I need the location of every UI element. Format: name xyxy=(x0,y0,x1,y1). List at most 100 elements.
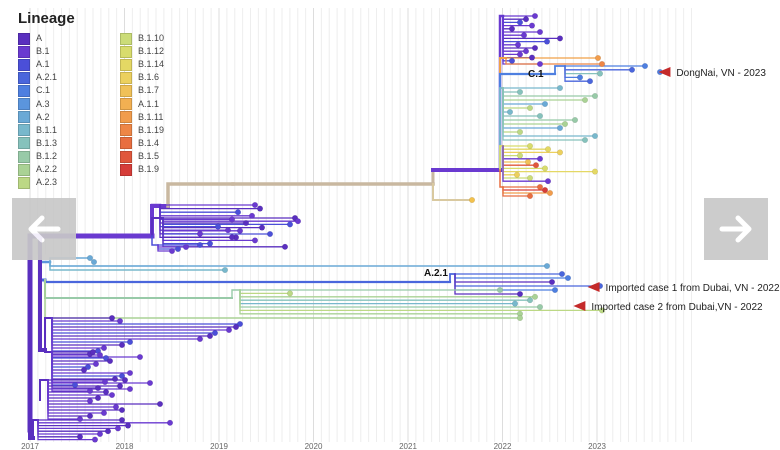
tree-tip xyxy=(586,78,594,85)
tree-tip xyxy=(101,378,109,386)
tree-tip xyxy=(546,189,554,197)
tree-branch xyxy=(151,235,159,246)
legend-label: B.1.2 xyxy=(36,150,58,161)
tree-branch xyxy=(51,317,99,352)
tree-tip xyxy=(524,158,532,166)
tree-tip xyxy=(468,196,476,204)
tree-tip xyxy=(196,230,204,237)
tree-tip xyxy=(561,120,569,128)
tree-tip xyxy=(576,74,584,81)
tree-branch xyxy=(499,145,504,171)
tree-tip xyxy=(591,92,599,100)
tree-branch xyxy=(51,317,216,334)
tree-tip xyxy=(541,100,549,108)
tree-branch xyxy=(502,145,549,182)
tree-tip xyxy=(118,341,126,349)
legend-item: A.2.1 xyxy=(18,71,57,84)
tree-tip xyxy=(526,104,534,112)
tree-tip xyxy=(281,243,289,250)
tree-branch xyxy=(502,87,586,101)
legend-label: A.3 xyxy=(36,98,50,109)
tree-tip xyxy=(92,360,100,368)
legend-label: A.2.3 xyxy=(36,177,58,188)
legend-item: B.1.12 xyxy=(120,45,164,58)
tree-branch xyxy=(49,261,184,267)
x-tick-label: 2021 xyxy=(399,442,417,450)
tree-tip xyxy=(225,326,233,334)
tree-tip xyxy=(108,314,116,322)
tree-tip xyxy=(508,25,516,32)
tree-tip xyxy=(522,48,530,55)
legend-swatch xyxy=(120,137,132,150)
legend-swatch xyxy=(120,58,132,71)
tree-branch xyxy=(51,351,91,392)
tree-tip xyxy=(536,303,544,311)
tree-tip xyxy=(126,369,134,377)
tree-tip xyxy=(94,394,102,402)
legend-item: A.3 xyxy=(18,98,50,111)
tree-tip xyxy=(531,44,539,52)
annotation-arrowhead xyxy=(573,301,586,311)
legend-item: B.1.3 xyxy=(18,137,57,150)
tree-tip xyxy=(526,297,534,304)
tree-branch xyxy=(157,244,173,252)
tree-tip xyxy=(571,116,579,124)
legend-item: B.1.10 xyxy=(120,32,164,45)
tree-branch xyxy=(502,145,529,163)
tree-tip xyxy=(104,428,112,435)
tree-tip xyxy=(248,212,256,219)
legend-label: A.1.1 xyxy=(138,98,160,109)
tree-branch xyxy=(51,317,237,328)
tree-branch xyxy=(44,349,53,353)
tree-tip xyxy=(124,422,132,429)
tree-tip xyxy=(136,353,144,361)
legend-label: B.1.19 xyxy=(138,124,165,135)
legend-label: A.2 xyxy=(36,111,50,122)
tree-branch xyxy=(505,57,603,65)
annotation-label: Imported case 2 from Dubai,VN - 2022 xyxy=(591,302,763,313)
tree-tip xyxy=(94,384,102,392)
tree-tip xyxy=(106,357,114,365)
tree-tip xyxy=(556,35,564,42)
clade-label-c1: C.1 xyxy=(528,69,544,80)
tree-tip xyxy=(536,60,544,68)
legend-item: B.1 xyxy=(18,45,50,58)
legend-swatch xyxy=(120,45,132,58)
legend-swatch xyxy=(18,71,30,84)
legend-swatch xyxy=(120,150,132,163)
previous-button[interactable] xyxy=(12,198,76,260)
legend-item: B.1.19 xyxy=(120,124,164,137)
tree-tip xyxy=(102,388,110,396)
legend-item: C.1 xyxy=(18,84,50,98)
legend-swatch xyxy=(120,124,132,137)
tree-tip xyxy=(211,329,219,337)
tree-tip xyxy=(118,416,126,424)
tree-tip xyxy=(536,112,544,120)
legend-label: B.1.7 xyxy=(138,85,160,96)
tree-tip xyxy=(536,183,544,191)
tree-branch xyxy=(231,289,241,299)
legend-label: B.1.12 xyxy=(138,46,165,57)
next-button[interactable] xyxy=(704,198,768,260)
legend-swatch xyxy=(18,176,30,189)
tree-tip xyxy=(581,136,589,144)
tree-tip xyxy=(76,415,84,423)
tree-tip xyxy=(221,266,229,274)
legend-label: A.2.1 xyxy=(36,72,58,83)
tree-tip xyxy=(86,412,94,420)
tree-tip xyxy=(543,262,551,270)
tree-tip xyxy=(526,142,534,150)
tree-branch xyxy=(47,379,81,420)
legend-label: B.1 xyxy=(36,46,50,57)
tree-tip xyxy=(196,335,204,343)
annotation-arrowhead xyxy=(658,67,671,77)
tree-tip xyxy=(228,234,236,241)
tree-tip xyxy=(90,258,98,266)
tree-tip xyxy=(71,381,79,389)
tree-tip xyxy=(76,433,84,440)
tree-tip xyxy=(528,22,536,29)
tree-tip xyxy=(234,209,242,216)
legend-label: A xyxy=(36,33,43,43)
tree-tip xyxy=(100,409,108,417)
tree-tip xyxy=(581,96,589,104)
